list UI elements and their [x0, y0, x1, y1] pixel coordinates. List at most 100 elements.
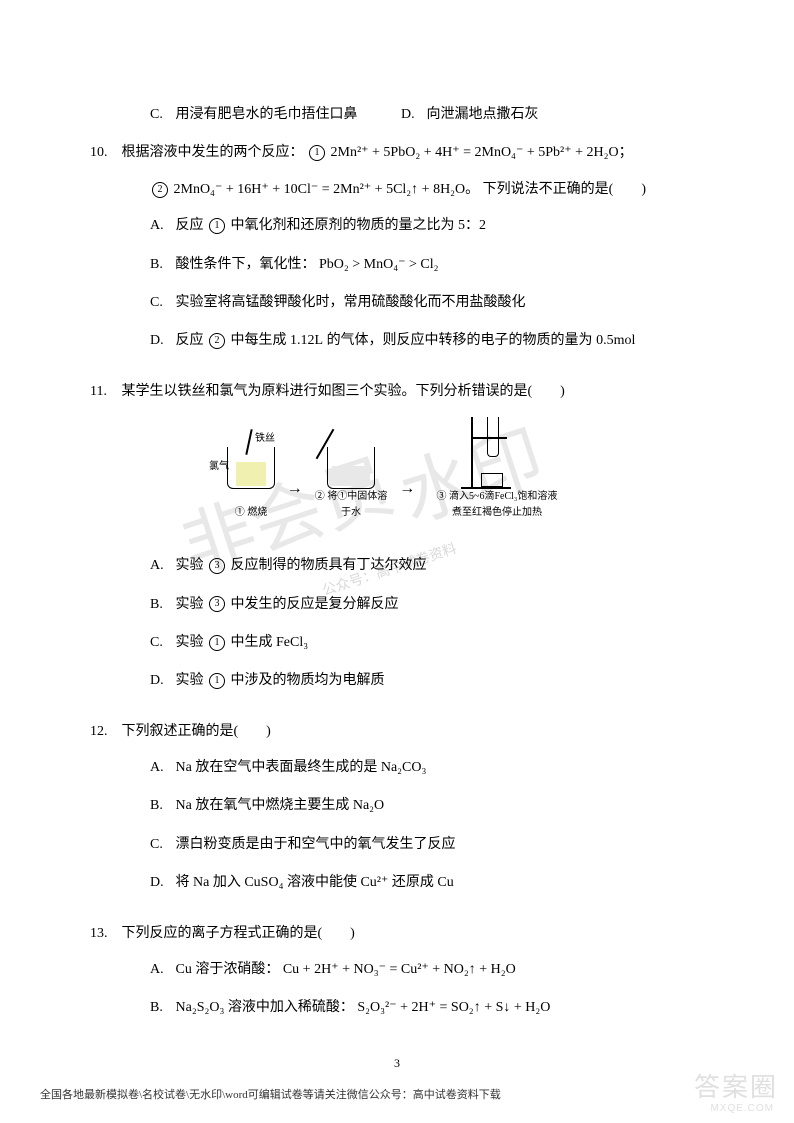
stem-tail: 下列说法不正确的是( )	[483, 182, 646, 197]
option-label: A.	[150, 959, 172, 981]
stem-text: 根据溶液中发生的两个反应：	[122, 145, 304, 160]
formula: Na₂S₂O₃	[176, 1000, 225, 1015]
option-text: 反应	[176, 333, 204, 348]
circled-number-icon: 1	[209, 673, 225, 689]
option-label: C.	[150, 834, 172, 856]
question-10: 10. 根据溶液中发生的两个反应： 1 2Mn²⁺ + 5PbO₂ + 4H⁺ …	[90, 142, 704, 352]
question-number: 10.	[90, 142, 118, 164]
inequality: PbO₂ > MnO₄⁻ > Cl₂	[319, 257, 439, 272]
option-text: 反应	[176, 218, 204, 233]
option-label: D.	[150, 872, 172, 894]
ratio: 5：2	[458, 218, 486, 233]
option-label: A.	[150, 555, 172, 577]
formula: Na	[193, 875, 209, 890]
corner-url: MXQE.COM	[710, 1101, 774, 1117]
circled-number-icon: 1	[209, 635, 225, 651]
option-c: C. 实验室将高锰酸钾酸化时，常用硫酸酸化而不用盐酸酸化	[150, 292, 704, 314]
option-text: 溶液中能使	[287, 875, 357, 890]
formula: Na	[176, 760, 192, 775]
option-b: B. Na₂S₂O₃ 溶液中加入稀硫酸： S₂O₃²⁻ + 2H⁺ = SO₂↑…	[150, 997, 704, 1019]
option-text: 实验	[176, 635, 204, 650]
option-text: 溶于浓硝酸：	[195, 962, 279, 977]
circled-number-icon: 2	[209, 333, 225, 349]
diagram-label: 氯气	[209, 459, 257, 475]
option-text: 的气体，则反应中转移的电子的物质的量为	[327, 333, 593, 348]
option-text: 酸性条件下，氧化性：	[176, 257, 316, 272]
option-a: A. 反应 1 中氧化剂和还原剂的物质的量之比为 5：2	[150, 215, 704, 237]
page-number: 3	[0, 1054, 794, 1073]
formula: Na	[176, 798, 192, 813]
arrow-icon: →	[279, 476, 311, 502]
option-text: 将	[176, 875, 190, 890]
option-d: D. 反应 2 中每生成 1.12L 的气体，则反应中转移的电子的物质的量为 0…	[150, 330, 704, 352]
option-d: D. 将 Na 加入 CuSO₄ 溶液中能使 Cu²⁺ 还原成 Cu	[150, 872, 704, 894]
option-label: C.	[150, 104, 172, 126]
circled-number-icon: 2	[152, 182, 168, 198]
circled-number-icon: 3	[209, 596, 225, 612]
option-text: 反应制得的物质具有丁达尔效应	[231, 558, 427, 573]
option-label: D.	[150, 330, 172, 352]
option-text: 实验室将高锰酸钾酸化时，常用硫酸酸化而不用盐酸酸化	[176, 295, 526, 310]
option-label: C.	[150, 632, 172, 654]
option-text: 实验	[176, 558, 204, 573]
option-text: 放在氧气中燃烧主要生成	[195, 798, 349, 813]
page-content: C. 用浸有肥皂水的毛巾捂住口鼻 D. 向泄漏地点撒石灰 10. 根据溶液中发生…	[90, 104, 704, 1020]
formula: FeCl₃	[276, 635, 308, 650]
circled-number-icon: 1	[309, 145, 325, 161]
formula: Cu	[437, 875, 453, 890]
experiment-diagram: 铁丝 氯气 ① 燃烧 → ② 将①中固体溶于水 →	[227, 417, 567, 537]
option-label: A.	[150, 757, 172, 779]
option-b: B. Na 放在氧气中燃烧主要生成 Na₂O	[150, 795, 704, 817]
option-c: C. 实验 1 中生成 FeCl₃	[150, 632, 704, 654]
option-text: 溶液中加入稀硫酸：	[228, 1000, 354, 1015]
option-label: B.	[150, 254, 172, 276]
stem-text: 某学生以铁丝和氯气为原料进行如图三个实验。下列分析错误的是( )	[122, 384, 565, 399]
equation: 2Mn²⁺ + 5PbO₂ + 4H⁺ = 2MnO₄⁻ + 5Pb²⁺ + 2…	[331, 145, 633, 160]
option-label: A.	[150, 215, 172, 237]
circled-number-icon: 3	[209, 558, 225, 574]
option-a: A. Cu 溶于浓硝酸： Cu + 2H⁺ + NO₃⁻ = Cu²⁺ + NO…	[150, 959, 704, 981]
option-d: D. 向泄漏地点撒石灰	[401, 104, 539, 126]
formula: CuSO₄	[244, 875, 283, 890]
option-text: 放在空气中表面最终生成的是	[195, 760, 377, 775]
option-c: C. 用浸有肥皂水的毛巾捂住口鼻	[150, 104, 358, 126]
option-d: D. 实验 1 中涉及的物质均为电解质	[150, 670, 704, 692]
footer-text: 全国各地最新模拟卷\名校试卷\无水印\word可编辑试卷等请关注微信公众号：高中…	[40, 1087, 501, 1105]
question-number: 11.	[90, 381, 118, 403]
stem-text: 下列叙述正确的是( )	[122, 724, 271, 739]
question-13: 13. 下列反应的离子方程式正确的是( ) A. Cu 溶于浓硝酸： Cu + …	[90, 923, 704, 1020]
option-text: 实验	[176, 673, 204, 688]
option-text: 漂白粉变质是由于和空气中的氧气发生了反应	[176, 837, 456, 852]
formula: Na₂O	[353, 798, 384, 813]
formula: Cu²⁺	[360, 875, 388, 890]
circled-number-icon: 1	[209, 218, 225, 234]
formula: Cu	[176, 962, 192, 977]
question-number: 12.	[90, 721, 118, 743]
option-text: 用浸有肥皂水的毛巾捂住口鼻	[176, 107, 358, 122]
option-text: 向泄漏地点撒石灰	[427, 107, 539, 122]
beaker-icon	[327, 447, 375, 489]
option-label: B.	[150, 997, 172, 1019]
option-a: A. Na 放在空气中表面最终生成的是 Na₂CO₃	[150, 757, 704, 779]
option-c: C. 漂白粉变质是由于和空气中的氧气发生了反应	[150, 834, 704, 856]
equation: 2MnO₄⁻ + 16H⁺ + 10Cl⁻ = 2Mn²⁺ + 5Cl₂↑ + …	[174, 182, 480, 197]
option-label: D.	[150, 670, 172, 692]
question-12: 12. 下列叙述正确的是( ) A. Na 放在空气中表面最终生成的是 Na₂C…	[90, 721, 704, 895]
option-a: A. 实验 3 反应制得的物质具有丁达尔效应	[150, 555, 704, 577]
option-label: C.	[150, 292, 172, 314]
diagram-step: ② 将①中固体溶于水	[315, 489, 388, 521]
heating-stand-icon	[467, 417, 527, 489]
option-b: B. 酸性条件下，氧化性： PbO₂ > MnO₄⁻ > Cl₂	[150, 254, 704, 276]
option-text: 中每生成	[231, 333, 287, 348]
q9-tail-options: C. 用浸有肥皂水的毛巾捂住口鼻 D. 向泄漏地点撒石灰	[150, 104, 704, 142]
option-text: 加入	[213, 875, 241, 890]
equation: S₂O₃²⁻ + 2H⁺ = SO₂↑ + S↓ + H₂O	[357, 1000, 550, 1015]
diagram-step: ① 燃烧	[227, 505, 275, 521]
option-text: 实验	[176, 597, 204, 612]
formula: Na₂CO₃	[381, 760, 427, 775]
option-label: D.	[401, 104, 423, 126]
value: 1.12L	[290, 333, 323, 348]
question-number: 13.	[90, 923, 118, 945]
stem-text: 下列反应的离子方程式正确的是( )	[122, 926, 355, 941]
option-text: 中涉及的物质均为电解质	[231, 673, 385, 688]
